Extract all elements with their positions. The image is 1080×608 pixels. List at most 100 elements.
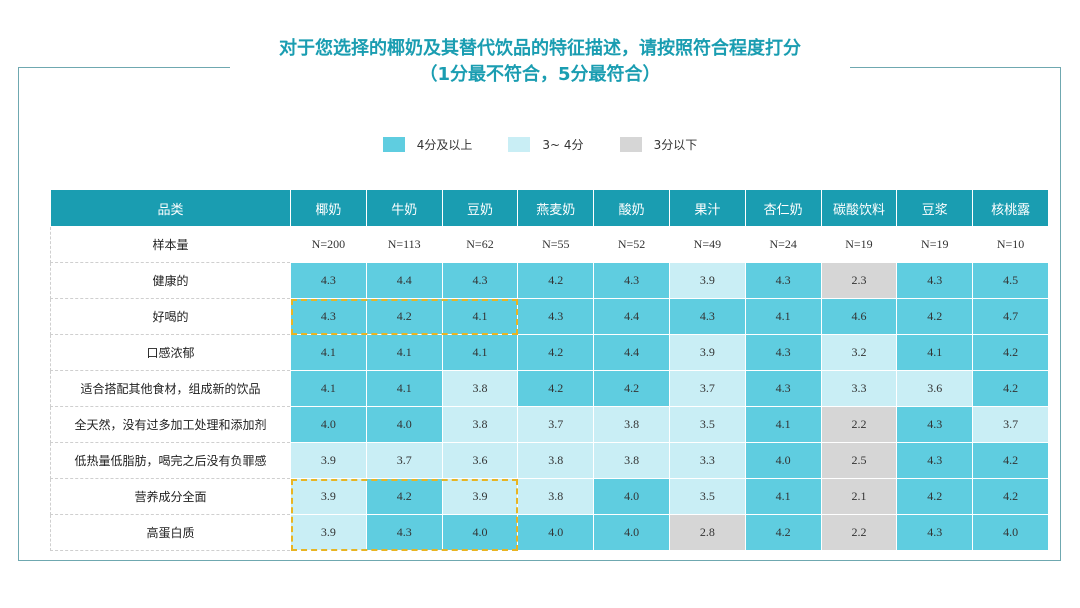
header-label: 品类 — [50, 189, 291, 227]
score-cell: 3.7 — [365, 442, 443, 479]
score-cell: 4.2 — [896, 478, 974, 515]
legend-label-mid: 3~ 4分 — [542, 137, 584, 152]
score-cell: 4.1 — [441, 298, 519, 335]
score-cell: 3.8 — [517, 442, 595, 479]
score-cell: 3.9 — [441, 478, 519, 515]
score-cell: 4.2 — [517, 370, 595, 407]
score-cell: 4.2 — [365, 298, 443, 335]
score-cell: 2.5 — [820, 442, 898, 479]
row-label: 适合搭配其他食材，组成新的饮品 — [50, 370, 291, 407]
score-cell: 4.1 — [290, 334, 367, 371]
table-row: 适合搭配其他食材，组成新的饮品 4.1 4.1 3.8 4.2 4.2 3.7 4.3 3.3 3… — [50, 370, 1049, 407]
score-cell: 4.1 — [744, 406, 822, 443]
sample-size-cell: N=52 — [593, 226, 670, 263]
score-cell: 4.5 — [972, 262, 1049, 299]
legend-label-low: 3分以下 — [653, 137, 698, 152]
table-row: 全天然，没有过多加工处理和添加剂 4.0 4.0 3.8 3.7 3.8 3.5 4.1 2.2… — [50, 406, 1049, 443]
row-label: 好喝的 — [50, 298, 291, 335]
score-cell: 3.9 — [290, 478, 367, 515]
sample-size-cell: N=62 — [441, 226, 519, 263]
score-cell: 3.3 — [820, 370, 898, 407]
score-cell: 2.3 — [820, 262, 898, 299]
score-cell: 3.9 — [668, 262, 746, 299]
score-cell: 4.1 — [744, 298, 822, 335]
sample-size-cell: N=24 — [744, 226, 822, 263]
column-header: 燕麦奶 — [517, 189, 595, 227]
score-cell: 4.3 — [896, 442, 974, 479]
score-cell: 4.3 — [668, 298, 746, 335]
score-cell: 4.0 — [441, 514, 519, 551]
score-cell: 4.3 — [896, 406, 974, 443]
score-cell: 4.1 — [365, 334, 443, 371]
column-header: 牛奶 — [365, 189, 443, 227]
score-cell: 4.2 — [517, 262, 595, 299]
score-cell: 4.0 — [593, 514, 670, 551]
score-cell: 3.7 — [972, 406, 1049, 443]
score-cell: 4.2 — [972, 370, 1049, 407]
chart-title: 对于您选择的椰奶及其替代饮品的特征描述，请按照符合程度打分 （1分最不符合，5分… — [230, 36, 850, 92]
legend-label-high: 4分及以上 — [416, 137, 473, 152]
score-cell: 3.8 — [441, 370, 519, 407]
score-table: 品类 椰奶 牛奶 豆奶 燕麦奶 酸奶 果汁 杏仁奶 碳酸饮料 豆浆 核桃露 样本量 N=200 N=1… — [50, 189, 1049, 551]
score-cell: 3.9 — [668, 334, 746, 371]
column-header: 豆奶 — [441, 189, 519, 227]
score-cell: 3.8 — [593, 406, 670, 443]
score-cell: 4.1 — [365, 370, 443, 407]
score-cell: 4.3 — [744, 370, 822, 407]
score-cell: 4.1 — [441, 334, 519, 371]
legend-swatch-low — [619, 136, 642, 152]
header-row: 品类 椰奶 牛奶 豆奶 燕麦奶 酸奶 果汁 杏仁奶 碳酸饮料 豆浆 核桃露 — [50, 189, 1049, 227]
row-label: 低热量低脂肪，喝完之后没有负罪感 — [50, 442, 291, 479]
legend-swatch-mid — [508, 136, 531, 152]
legend-item-low: 3分以下 — [619, 136, 698, 153]
row-label: 口感浓郁 — [50, 334, 291, 371]
score-cell: 4.0 — [517, 514, 595, 551]
sample-size-cell: N=49 — [668, 226, 746, 263]
score-cell: 3.7 — [517, 406, 595, 443]
score-cell: 4.2 — [972, 442, 1049, 479]
score-cell: 4.3 — [517, 298, 595, 335]
score-cell: 2.2 — [820, 514, 898, 551]
table-row: 健康的 4.3 4.4 4.3 4.2 4.3 3.9 4.3 2.3 4.3 4.5 — [50, 262, 1049, 299]
column-header: 碳酸饮料 — [820, 189, 898, 227]
score-cell: 3.3 — [668, 442, 746, 479]
score-cell: 3.6 — [441, 442, 519, 479]
score-cell: 4.3 — [744, 262, 822, 299]
table-row: 口感浓郁 4.1 4.1 4.1 4.2 4.4 3.9 4.3 3.2 4.1 4.2 — [50, 334, 1049, 371]
score-cell: 4.2 — [972, 478, 1049, 515]
score-cell: 3.8 — [593, 442, 670, 479]
column-header: 杏仁奶 — [744, 189, 822, 227]
score-cell: 4.3 — [896, 514, 974, 551]
score-cell: 4.3 — [744, 334, 822, 371]
table-row: 好喝的 4.3 4.2 4.1 4.3 4.4 4.3 4.1 4.6 4.2 4.7 — [50, 298, 1049, 335]
score-cell: 3.8 — [441, 406, 519, 443]
sample-size-cell: N=113 — [365, 226, 443, 263]
score-cell: 4.4 — [593, 334, 670, 371]
legend-swatch-high — [382, 136, 405, 152]
row-label: 全天然，没有过多加工处理和添加剂 — [50, 406, 291, 443]
column-header: 豆浆 — [896, 189, 974, 227]
score-cell: 4.7 — [972, 298, 1049, 335]
score-cell: 4.3 — [290, 298, 367, 335]
score-cell: 4.2 — [593, 370, 670, 407]
score-cell: 4.3 — [896, 262, 974, 299]
legend-item-high: 4分及以上 — [382, 136, 473, 153]
row-label: 营养成分全面 — [50, 478, 291, 515]
score-cell: 4.0 — [365, 406, 443, 443]
table-row: 低热量低脂肪，喝完之后没有负罪感 3.9 3.7 3.6 3.8 3.8 3.3 4.0 2.5… — [50, 442, 1049, 479]
score-cell: 4.0 — [744, 442, 822, 479]
score-cell: 4.6 — [820, 298, 898, 335]
sample-size-cell: N=55 — [517, 226, 595, 263]
legend-item-mid: 3~ 4分 — [508, 136, 584, 153]
score-cell: 4.2 — [744, 514, 822, 551]
score-cell: 3.8 — [517, 478, 595, 515]
score-cell: 4.0 — [972, 514, 1049, 551]
column-header: 椰奶 — [290, 189, 367, 227]
sample-size-row: 样本量 N=200 N=113 N=62 N=55 N=52 N=49 N=24 N=19 N=1… — [50, 226, 1049, 263]
score-cell: 3.5 — [668, 406, 746, 443]
row-label: 高蛋白质 — [50, 514, 291, 551]
score-cell: 2.2 — [820, 406, 898, 443]
score-cell: 4.2 — [365, 478, 443, 515]
legend: 4分及以上 3~ 4分 3分以下 — [0, 134, 1080, 154]
score-cell: 4.0 — [593, 478, 670, 515]
